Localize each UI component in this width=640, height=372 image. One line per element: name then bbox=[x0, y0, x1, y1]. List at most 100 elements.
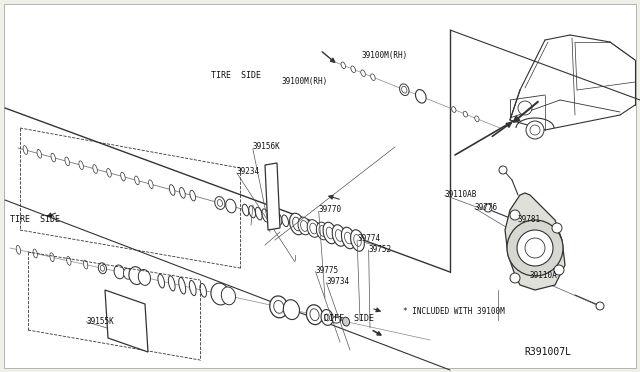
Ellipse shape bbox=[215, 196, 225, 209]
Ellipse shape bbox=[274, 301, 284, 313]
Ellipse shape bbox=[344, 232, 352, 244]
Polygon shape bbox=[105, 290, 148, 352]
Ellipse shape bbox=[217, 199, 223, 206]
Ellipse shape bbox=[51, 153, 56, 162]
Text: 39110AB: 39110AB bbox=[445, 190, 477, 199]
Ellipse shape bbox=[298, 217, 310, 235]
Ellipse shape bbox=[83, 260, 88, 269]
Text: 39110A: 39110A bbox=[530, 271, 557, 280]
Ellipse shape bbox=[275, 213, 282, 225]
Ellipse shape bbox=[341, 62, 346, 68]
Ellipse shape bbox=[134, 176, 139, 185]
Ellipse shape bbox=[249, 206, 255, 218]
Ellipse shape bbox=[292, 217, 301, 231]
Text: TIRE  SIDE: TIRE SIDE bbox=[211, 71, 261, 80]
Ellipse shape bbox=[326, 227, 333, 239]
Circle shape bbox=[507, 220, 563, 276]
Text: R391007L: R391007L bbox=[525, 347, 572, 356]
Ellipse shape bbox=[342, 317, 349, 326]
Ellipse shape bbox=[16, 246, 20, 254]
Ellipse shape bbox=[351, 230, 364, 251]
Ellipse shape bbox=[148, 180, 153, 189]
Text: 39234: 39234 bbox=[237, 167, 260, 176]
Text: * INCLUDED WITH 39100M: * INCLUDED WITH 39100M bbox=[403, 307, 505, 316]
Text: 39100M(RH): 39100M(RH) bbox=[362, 51, 408, 60]
Ellipse shape bbox=[107, 169, 111, 177]
Circle shape bbox=[484, 204, 492, 212]
Ellipse shape bbox=[226, 199, 236, 213]
Ellipse shape bbox=[243, 204, 249, 216]
Ellipse shape bbox=[323, 222, 337, 244]
Ellipse shape bbox=[221, 287, 236, 305]
Polygon shape bbox=[505, 193, 565, 290]
Text: DIFF  SIDE: DIFF SIDE bbox=[324, 314, 374, 323]
Ellipse shape bbox=[324, 314, 330, 321]
Ellipse shape bbox=[332, 316, 341, 323]
Ellipse shape bbox=[33, 249, 37, 258]
Ellipse shape bbox=[179, 278, 186, 294]
Ellipse shape bbox=[138, 270, 150, 285]
Ellipse shape bbox=[129, 267, 143, 285]
Ellipse shape bbox=[190, 190, 195, 201]
Circle shape bbox=[530, 125, 540, 135]
Ellipse shape bbox=[211, 283, 229, 305]
Circle shape bbox=[554, 265, 564, 275]
Ellipse shape bbox=[351, 66, 355, 73]
Circle shape bbox=[499, 166, 507, 174]
Ellipse shape bbox=[67, 256, 71, 265]
Ellipse shape bbox=[332, 225, 346, 246]
Ellipse shape bbox=[289, 213, 304, 235]
Text: 39781: 39781 bbox=[517, 215, 540, 224]
Ellipse shape bbox=[255, 207, 262, 220]
Ellipse shape bbox=[170, 185, 175, 195]
Ellipse shape bbox=[124, 268, 132, 279]
Circle shape bbox=[510, 273, 520, 283]
Text: 39156K: 39156K bbox=[253, 142, 280, 151]
Text: 39775: 39775 bbox=[316, 266, 339, 275]
Ellipse shape bbox=[301, 221, 308, 231]
FancyBboxPatch shape bbox=[4, 4, 636, 368]
Ellipse shape bbox=[321, 310, 333, 326]
Text: 39155K: 39155K bbox=[86, 317, 114, 326]
Text: 39770: 39770 bbox=[319, 205, 342, 214]
Ellipse shape bbox=[93, 165, 97, 173]
Circle shape bbox=[518, 101, 532, 115]
Ellipse shape bbox=[79, 161, 83, 170]
Polygon shape bbox=[265, 163, 280, 230]
Ellipse shape bbox=[452, 107, 456, 112]
Ellipse shape bbox=[310, 223, 317, 234]
Text: 39100M(RH): 39100M(RH) bbox=[282, 77, 328, 86]
Ellipse shape bbox=[50, 253, 54, 262]
Circle shape bbox=[596, 302, 604, 310]
Ellipse shape bbox=[269, 211, 275, 224]
Ellipse shape bbox=[399, 84, 409, 96]
Ellipse shape bbox=[37, 150, 42, 158]
Ellipse shape bbox=[361, 70, 365, 77]
Circle shape bbox=[552, 223, 562, 233]
Ellipse shape bbox=[354, 235, 361, 246]
Ellipse shape bbox=[200, 283, 207, 297]
Ellipse shape bbox=[475, 116, 479, 122]
Ellipse shape bbox=[282, 215, 289, 227]
Ellipse shape bbox=[310, 309, 319, 321]
Ellipse shape bbox=[158, 274, 164, 288]
Ellipse shape bbox=[341, 227, 355, 249]
Ellipse shape bbox=[65, 157, 70, 166]
Text: TIRE  SIDE: TIRE SIDE bbox=[10, 215, 60, 224]
Text: 39774: 39774 bbox=[357, 234, 380, 243]
Ellipse shape bbox=[463, 111, 467, 117]
Circle shape bbox=[510, 210, 520, 220]
Ellipse shape bbox=[319, 225, 326, 236]
Ellipse shape bbox=[307, 305, 323, 325]
Ellipse shape bbox=[23, 145, 28, 154]
Ellipse shape bbox=[262, 209, 269, 222]
Ellipse shape bbox=[99, 263, 106, 274]
Ellipse shape bbox=[168, 276, 175, 291]
Text: 39752: 39752 bbox=[369, 245, 392, 254]
Ellipse shape bbox=[307, 220, 320, 237]
Ellipse shape bbox=[415, 90, 426, 103]
Ellipse shape bbox=[284, 300, 300, 320]
Ellipse shape bbox=[402, 86, 407, 93]
Circle shape bbox=[525, 238, 545, 258]
Ellipse shape bbox=[335, 230, 343, 241]
